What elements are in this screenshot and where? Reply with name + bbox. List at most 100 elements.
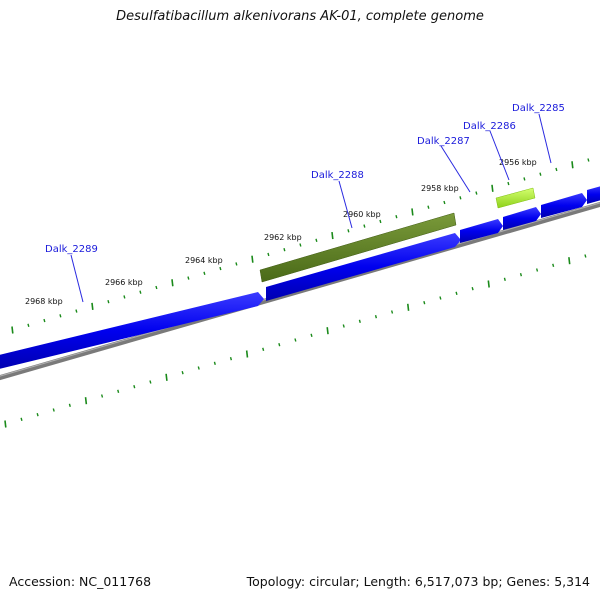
inner-tick-mark: [519, 272, 523, 277]
inner-tick-row: [4, 254, 587, 428]
tick-label-2956: 2956 kbp: [499, 158, 537, 167]
gene-label-dalk-2287[interactable]: Dalk_2287: [417, 136, 470, 147]
outer-tick-mark: [171, 279, 174, 287]
inner-tick-mark: [229, 356, 233, 361]
highlighted-gene-dalk-2288[interactable]: [259, 212, 457, 283]
inner-tick-mark: [262, 347, 265, 352]
tick-label-2968: 2968 kbp: [25, 297, 63, 306]
outer-tick-mark: [267, 252, 270, 257]
forward-gene-track: [0, 185, 600, 370]
outer-tick-mark: [251, 255, 254, 263]
inner-tick-mark: [374, 314, 378, 319]
outer-tick-mark: [331, 231, 334, 240]
inner-tick-mark: [52, 408, 55, 412]
outer-tick-mark: [315, 238, 318, 242]
gene-labels: Dalk_2289 Dalk_2288 Dalk_2287 Dalk_2286 …: [45, 103, 565, 255]
outer-tick-mark: [507, 181, 510, 186]
genome-summary: Topology: circular; Length: 6,517,073 bp…: [246, 574, 590, 589]
outer-tick-mark: [395, 214, 398, 219]
outer-tick-mark: [27, 323, 30, 327]
outer-tick-mark: [203, 271, 206, 276]
inner-tick-mark: [390, 310, 394, 314]
outer-tick-mark: [427, 205, 430, 209]
inner-tick-mark: [503, 277, 506, 282]
inner-tick-mark: [100, 394, 104, 398]
gene-arrow-next[interactable]: [587, 185, 600, 204]
outer-tick-mark: [59, 314, 62, 318]
inner-tick-mark: [165, 373, 168, 381]
inner-tick-mark: [278, 342, 281, 347]
outer-tick-mark: [411, 208, 414, 216]
tick-label-2964: 2964 kbp: [185, 256, 223, 265]
gene-label-dalk-2288[interactable]: Dalk_2288: [311, 170, 364, 181]
inner-tick-mark: [406, 303, 410, 311]
inner-tick-mark: [68, 403, 71, 408]
inner-tick-mark: [358, 319, 361, 324]
inner-tick-mark: [326, 327, 329, 335]
outer-tick-mark: [139, 290, 142, 294]
inner-tick-mark: [535, 268, 539, 272]
inner-tick-mark: [568, 257, 571, 265]
outer-tick-mark: [123, 295, 126, 299]
gene-label-leaders: [70, 113, 552, 303]
highlighted-gene-dalk-2286[interactable]: [495, 187, 536, 209]
outer-tick-mark: [571, 161, 574, 169]
gene-arrow-dalk-2286[interactable]: [503, 207, 541, 230]
inner-tick-mark: [423, 300, 426, 305]
inner-tick-mark: [20, 417, 23, 422]
inner-tick-mark: [584, 254, 587, 258]
tick-label-2960: 2960 kbp: [343, 210, 381, 219]
outer-tick-mark: [459, 196, 462, 200]
outer-tick-mark: [347, 229, 350, 233]
inner-tick-mark: [439, 296, 442, 300]
genome-title: Desulfatibacillum alkenivorans AK-01, co…: [116, 9, 484, 24]
outer-tick-mark: [443, 200, 446, 205]
inner-tick-mark: [149, 380, 152, 384]
inner-tick-mark: [117, 389, 120, 394]
gene-arrow-dalk-2288-forward[interactable]: [266, 233, 461, 301]
outer-tick-row: [11, 158, 590, 334]
gene-label-dalk-2285[interactable]: Dalk_2285: [512, 103, 565, 114]
inner-tick-mark: [552, 263, 555, 268]
inner-tick-mark: [213, 361, 216, 366]
outer-tick-mark: [539, 172, 542, 176]
inner-tick-mark: [471, 286, 474, 291]
gene-arrow-dalk-2289[interactable]: [0, 292, 264, 370]
inner-tick-mark: [342, 324, 345, 328]
outer-tick-mark: [219, 266, 222, 271]
tick-label-2958: 2958 kbp: [421, 184, 459, 193]
outer-tick-mark: [363, 224, 366, 228]
tick-labels: 2968 kbp 2966 kbp 2964 kbp 2962 kbp 2960…: [25, 158, 537, 306]
outer-tick-mark: [491, 184, 494, 192]
outer-tick-mark: [11, 326, 14, 334]
inner-tick-mark: [310, 333, 313, 338]
outer-tick-mark: [587, 158, 590, 162]
outer-tick-mark: [283, 248, 286, 252]
inner-tick-mark: [133, 384, 136, 389]
inner-tick-mark: [197, 366, 200, 370]
outer-tick-mark: [187, 276, 190, 280]
outer-tick-mark: [43, 318, 46, 323]
outer-tick-mark: [155, 285, 158, 290]
inner-tick-mark: [294, 338, 297, 342]
inner-tick-mark: [245, 350, 249, 358]
tick-label-2966: 2966 kbp: [105, 278, 143, 287]
gene-arrow-dalk-2285[interactable]: [541, 193, 587, 218]
inner-tick-mark: [84, 397, 88, 405]
outer-tick-mark: [107, 299, 110, 304]
outer-tick-mark: [91, 302, 94, 310]
gene-label-dalk-2289[interactable]: Dalk_2289: [45, 244, 98, 255]
inner-tick-mark: [455, 291, 458, 296]
inner-tick-mark: [4, 420, 7, 428]
accession-label: Accession: NC_011768: [9, 574, 152, 589]
outer-tick-mark: [523, 177, 526, 181]
inner-tick-mark: [181, 370, 184, 375]
inner-tick-mark: [487, 280, 490, 288]
gene-arrow-dalk-2287[interactable]: [460, 219, 503, 243]
outer-tick-mark: [475, 191, 478, 195]
outer-tick-mark: [75, 309, 78, 313]
outer-tick-mark: [555, 167, 558, 172]
outer-tick-mark: [379, 219, 382, 224]
gene-label-dalk-2286[interactable]: Dalk_2286: [463, 121, 516, 132]
